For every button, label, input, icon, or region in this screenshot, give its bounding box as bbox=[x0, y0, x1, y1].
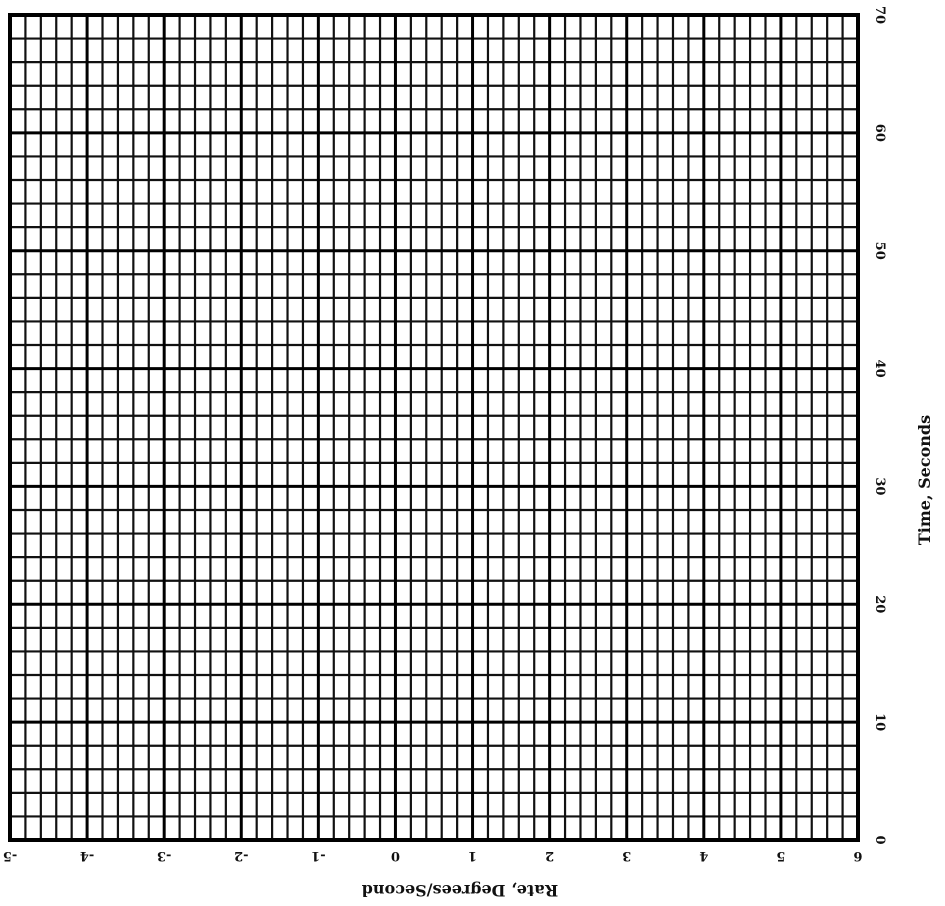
x-tick-label: -3 bbox=[157, 848, 171, 863]
x-tick-label: -2 bbox=[234, 848, 248, 863]
x-tick-label: 0 bbox=[391, 848, 400, 863]
x-tick-label: 1 bbox=[468, 848, 477, 863]
x-tick-label: 3 bbox=[622, 848, 631, 863]
y-tick-label: 70 bbox=[872, 6, 887, 24]
x-tick-label: 5 bbox=[776, 848, 785, 863]
x-tick-label: -5 bbox=[3, 848, 17, 863]
y-tick-label: 40 bbox=[872, 360, 887, 378]
x-tick-label: -4 bbox=[80, 848, 94, 863]
y-tick-label: 50 bbox=[872, 242, 887, 260]
x-tick-label: 6 bbox=[853, 848, 862, 863]
y-tick-label: 10 bbox=[872, 713, 887, 731]
x-tick-label: 2 bbox=[545, 848, 554, 863]
x-tick-label: 4 bbox=[699, 848, 708, 863]
y-tick-label: 30 bbox=[872, 477, 887, 495]
y-axis-title: Time, Seconds bbox=[915, 415, 934, 545]
y-tick-label: 20 bbox=[872, 595, 887, 613]
y-tick-label: 60 bbox=[872, 124, 887, 142]
plot-frame bbox=[8, 13, 860, 842]
y-tick-label: 0 bbox=[872, 835, 887, 844]
x-tick-label: -1 bbox=[311, 848, 325, 863]
x-axis-title: Rate, Degrees/Second bbox=[362, 881, 559, 900]
